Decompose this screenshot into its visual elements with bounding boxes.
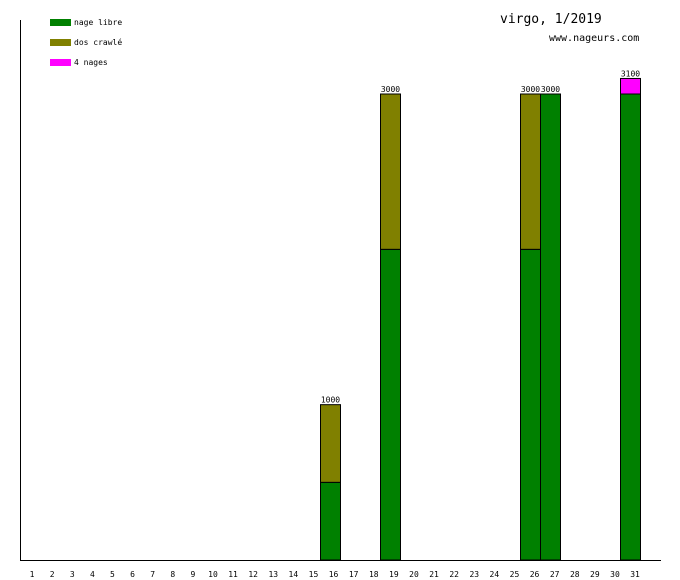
legend-label: nage libre	[74, 18, 122, 27]
x-tick-label: 31	[630, 570, 640, 579]
x-tick-label: 20	[409, 570, 419, 579]
bar-segment-dos-crawlé	[520, 93, 541, 250]
x-tick-label: 5	[110, 570, 115, 579]
x-tick-label: 26	[530, 570, 540, 579]
bar-segment-nage-libre	[620, 93, 641, 561]
chart-title: virgo, 1/2019	[500, 12, 602, 27]
x-tick-label: 29	[590, 570, 600, 579]
x-tick-label: 7	[150, 570, 155, 579]
bar-total-label: 3000	[541, 85, 560, 94]
x-tick-label: 16	[329, 570, 339, 579]
bar-total-label: 3000	[381, 85, 400, 94]
bar-segment-nage-libre	[320, 481, 341, 561]
x-tick-label: 2	[50, 570, 55, 579]
bar-segment-dos-crawlé	[380, 93, 401, 250]
x-tick-label: 24	[490, 570, 500, 579]
x-tick-label: 1	[30, 570, 35, 579]
x-tick-label: 19	[389, 570, 399, 579]
x-tick-label: 18	[369, 570, 379, 579]
x-tick-label: 25	[510, 570, 520, 579]
bar-segment-nage-libre	[520, 248, 541, 561]
bar-segment-nage-libre	[380, 248, 401, 561]
legend-swatch	[50, 59, 71, 66]
legend-label: dos crawlé	[74, 37, 122, 47]
bar-total-label: 3100	[621, 69, 640, 78]
x-tick-label: 11	[228, 570, 238, 579]
x-tick-label: 21	[429, 570, 439, 579]
x-tick-label: 6	[130, 570, 135, 579]
bar-total-label: 3000	[521, 85, 540, 94]
x-tick-label: 13	[268, 570, 278, 579]
bar-segment-nage-libre	[540, 93, 561, 561]
x-tick-label: 8	[170, 570, 175, 579]
x-tick-label: 30	[610, 570, 620, 579]
x-tick-label: 4	[90, 570, 95, 579]
x-tick-label: 27	[550, 570, 560, 579]
x-tick-label: 3	[70, 570, 75, 579]
x-tick-label: 9	[190, 570, 195, 579]
legend: nage libre dos crawlé 4 nages	[50, 18, 122, 67]
x-tick-label: 12	[248, 570, 258, 579]
legend-swatch	[50, 19, 71, 26]
bar-segment-4-nages	[620, 77, 641, 95]
x-tick-label: 14	[289, 570, 299, 579]
bar-total-label: 1000	[321, 396, 340, 405]
bar-segment-dos-crawlé	[320, 404, 341, 483]
legend-swatch	[50, 39, 71, 46]
x-tick-label: 28	[570, 570, 580, 579]
legend-label: 4 nages	[74, 58, 108, 67]
chart-subtitle: www.nageurs.com	[549, 33, 639, 44]
x-tick-label: 15	[309, 570, 319, 579]
x-tick-label: 22	[449, 570, 459, 579]
x-tick-label: 10	[208, 570, 218, 579]
x-tick-label: 23	[469, 570, 479, 579]
x-tick-label: 17	[349, 570, 359, 579]
